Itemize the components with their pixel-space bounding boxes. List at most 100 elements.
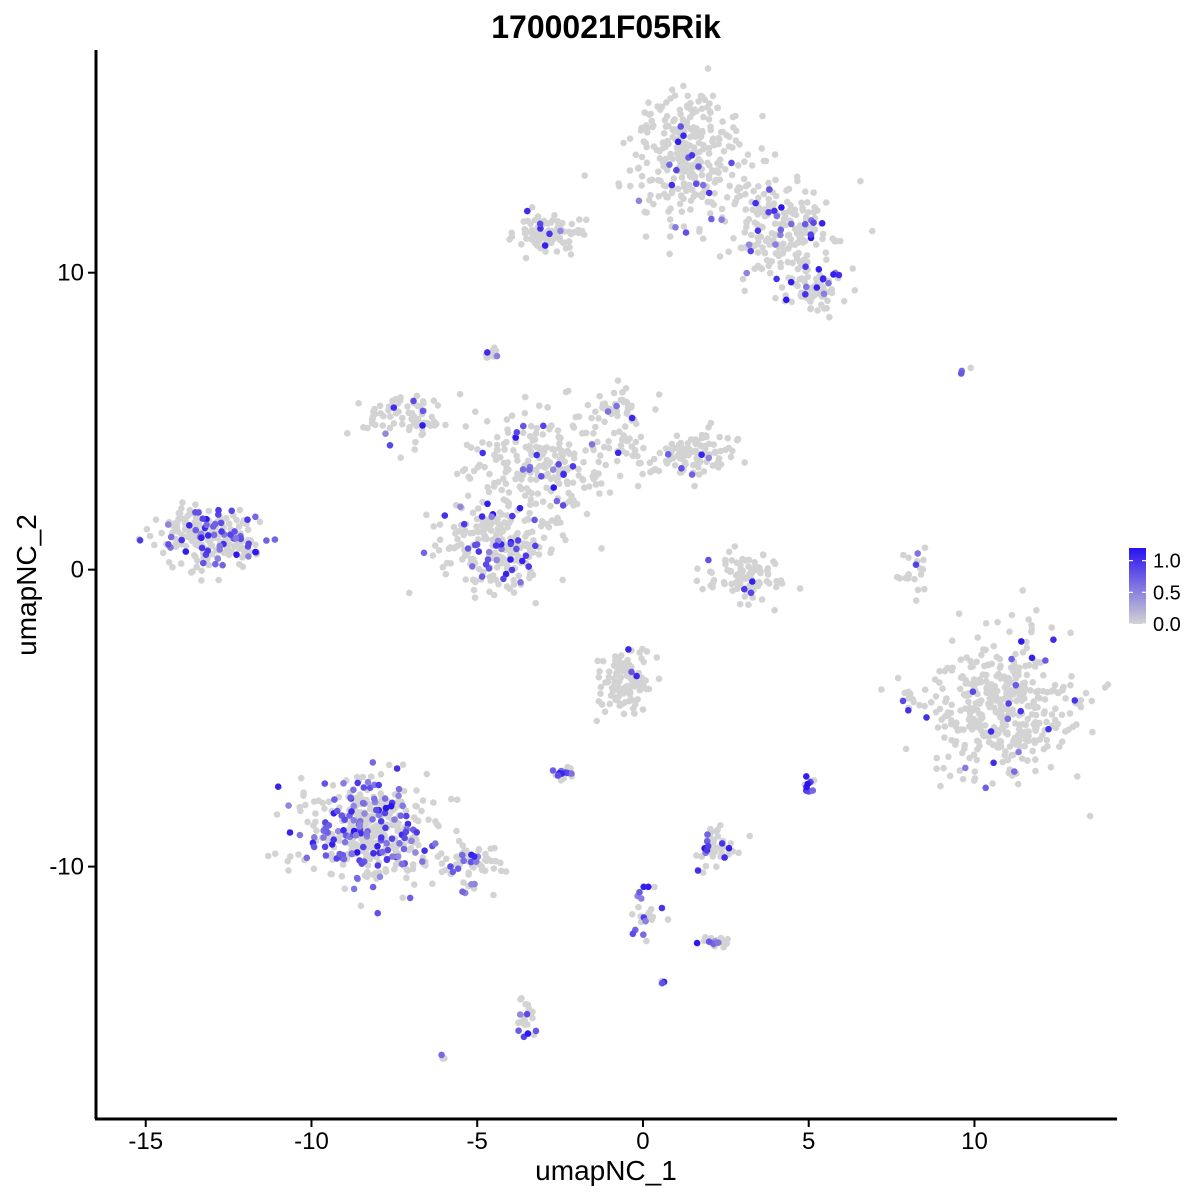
data-point [474, 505, 482, 512]
data-point [205, 561, 213, 569]
data-point [669, 133, 677, 141]
data-point [1025, 737, 1032, 745]
data-point [804, 199, 811, 206]
data-point [1010, 668, 1017, 675]
data-point [783, 198, 791, 206]
data-point [1074, 773, 1081, 780]
data-point [712, 176, 720, 184]
data-point [742, 557, 749, 564]
data-point [993, 653, 1001, 661]
data-point [956, 685, 964, 693]
data-point [995, 710, 1002, 717]
data-point [521, 409, 529, 417]
data-point [557, 227, 564, 235]
data-point [741, 287, 748, 295]
data-point [165, 559, 173, 566]
data-point [582, 447, 589, 454]
data-point [576, 216, 583, 223]
data-point [631, 710, 638, 717]
data-point [691, 482, 698, 490]
data-point [502, 480, 510, 488]
data-point [514, 537, 522, 544]
data-point [419, 797, 427, 804]
data-point [524, 515, 531, 523]
data-point [1043, 718, 1050, 726]
data-point [748, 231, 755, 239]
data-point [413, 787, 420, 794]
data-point [557, 777, 565, 784]
data-point [218, 528, 225, 535]
data-point [1009, 751, 1017, 759]
data-point [692, 180, 700, 188]
data-point [948, 701, 955, 709]
data-point [1023, 638, 1030, 646]
data-point [645, 883, 652, 891]
data-point [796, 222, 804, 229]
data-point [685, 451, 692, 459]
data-point [541, 461, 548, 468]
data-point [670, 127, 677, 134]
data-point [375, 781, 383, 789]
x-tick-label: -10 [294, 1128, 329, 1155]
data-point [733, 187, 741, 194]
data-point [514, 470, 521, 478]
data-point [1028, 621, 1035, 629]
data-point [618, 700, 626, 708]
data-point [1067, 629, 1074, 637]
data-point [556, 434, 564, 442]
data-point [411, 881, 418, 888]
data-point [972, 700, 980, 707]
data-point [662, 457, 670, 465]
data-point [921, 702, 928, 710]
data-point [803, 773, 810, 780]
data-point [434, 402, 442, 409]
data-point [458, 541, 465, 548]
data-point [639, 706, 647, 713]
data-point [717, 128, 725, 136]
data-point [508, 233, 516, 240]
data-point [503, 438, 510, 446]
y-axis-ticks: -10 0 10 [49, 260, 96, 881]
data-point [667, 95, 674, 102]
data-point [705, 556, 712, 564]
data-point [273, 811, 281, 818]
data-point [947, 709, 955, 717]
data-point [544, 404, 551, 411]
data-point [754, 262, 762, 270]
data-point [684, 92, 691, 100]
data-point [634, 482, 642, 490]
data-point [1012, 720, 1019, 727]
data-point [592, 408, 599, 416]
data-point [340, 780, 347, 787]
data-point [353, 849, 361, 856]
data-point [1012, 681, 1020, 689]
data-point [678, 465, 685, 472]
data-point [406, 894, 414, 902]
data-point [819, 235, 826, 243]
data-point [704, 65, 712, 72]
data-point [210, 531, 218, 539]
data-point [715, 140, 722, 148]
data-point [997, 738, 1005, 745]
data-point [828, 289, 836, 297]
data-point [540, 422, 547, 430]
data-point [363, 830, 371, 837]
data-point [661, 116, 669, 124]
data-point [840, 297, 848, 305]
data-point [814, 207, 821, 214]
data-point [665, 122, 672, 130]
data-point [498, 486, 506, 494]
data-point [191, 552, 198, 559]
data-point [974, 746, 981, 753]
data-point [957, 370, 965, 377]
data-point [503, 416, 511, 423]
data-point [527, 422, 535, 430]
data-point [594, 657, 601, 665]
data-point [357, 902, 365, 910]
data-point [1006, 743, 1014, 750]
data-point [911, 575, 918, 583]
data-point [666, 233, 674, 240]
x-axis-title: umapNC_1 [535, 1155, 677, 1186]
data-point [650, 200, 657, 208]
data-point [225, 520, 233, 527]
